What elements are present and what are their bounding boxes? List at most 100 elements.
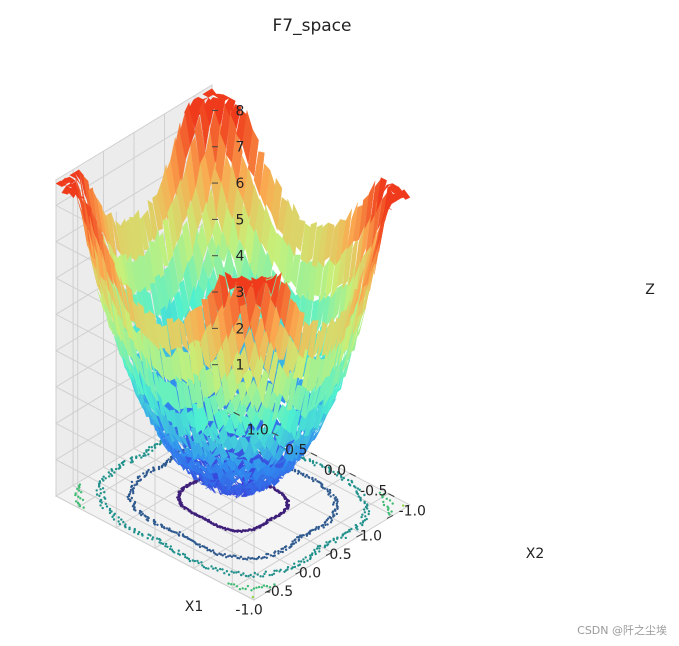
contour-point — [265, 556, 268, 559]
surface-cell — [197, 406, 209, 434]
surface-cell — [199, 99, 211, 151]
surface-cell — [205, 448, 217, 468]
surface-cell — [205, 484, 217, 494]
contour-point — [280, 511, 284, 515]
contour-point — [97, 485, 101, 488]
contour-point — [354, 523, 357, 527]
contour-point — [294, 541, 298, 544]
contour-point — [336, 500, 339, 503]
contour-point — [259, 575, 262, 578]
contour-point — [120, 461, 124, 465]
contour-point — [284, 545, 288, 548]
contour-point — [264, 570, 267, 573]
contour-point — [212, 567, 215, 570]
contour-point — [251, 595, 255, 599]
surface-cell — [341, 208, 352, 255]
surface-cell — [250, 302, 261, 342]
contour-point — [357, 495, 360, 498]
contour-point — [286, 568, 289, 571]
contour-point — [158, 541, 161, 544]
contour-point — [293, 565, 297, 569]
surface-cell — [224, 414, 236, 434]
contour-point — [382, 493, 386, 496]
contour-point — [335, 474, 339, 477]
contour-point — [103, 491, 106, 494]
x-tick-mark — [264, 589, 272, 594]
contour-point — [270, 516, 273, 520]
contour-point — [141, 534, 144, 537]
contour-point — [230, 583, 233, 586]
contour-point — [323, 487, 326, 490]
surface-cell — [342, 311, 354, 354]
surface-cell — [225, 465, 237, 484]
surface-cell — [175, 123, 186, 186]
contour-point — [326, 488, 329, 491]
surface-cell — [381, 206, 392, 226]
contour-point — [162, 542, 165, 546]
contour-point — [192, 482, 195, 485]
contour-point — [300, 472, 303, 475]
contour-point — [291, 540, 294, 543]
surface-cell — [253, 151, 265, 196]
contour-point — [129, 457, 132, 460]
surface-cell — [285, 404, 297, 434]
contour-point — [147, 516, 150, 520]
contour-point — [316, 480, 319, 483]
contour-point — [117, 516, 120, 519]
contour-point — [140, 510, 143, 514]
contour-point — [257, 555, 261, 559]
contour-point — [324, 520, 327, 524]
surface-cell — [232, 183, 244, 243]
contour-point — [216, 553, 219, 557]
x-tick-label: 1.0 — [360, 528, 382, 544]
contour-point — [98, 494, 101, 498]
surface-cell — [247, 129, 259, 177]
contour-point — [77, 489, 81, 492]
surface-cell — [134, 353, 146, 385]
contour-point — [335, 512, 338, 516]
surface-cell — [200, 328, 212, 370]
contour-point — [387, 511, 390, 515]
contour-point — [138, 512, 141, 515]
contour-point — [120, 518, 123, 521]
contour-point — [150, 446, 153, 449]
contour-point — [346, 530, 349, 534]
surface-cell — [148, 412, 160, 433]
contour-point — [153, 523, 157, 526]
contour-point — [138, 530, 141, 534]
contour-point — [173, 551, 176, 554]
contour-point — [201, 564, 204, 567]
contour-point — [359, 522, 362, 525]
surface-cell — [193, 372, 204, 412]
contour-point — [210, 565, 213, 568]
contour-point — [361, 513, 364, 516]
surface-cell — [234, 482, 246, 490]
contour-point — [350, 479, 353, 483]
contour-point — [266, 518, 270, 522]
surface-cell — [190, 470, 202, 484]
contour-point — [225, 570, 229, 573]
surface-cell — [202, 247, 214, 280]
contour-point — [99, 492, 103, 495]
surface-cell — [154, 419, 166, 439]
contour-point — [238, 557, 241, 560]
contour-point — [344, 536, 347, 540]
contour-point — [332, 537, 335, 540]
contour-point — [160, 542, 163, 545]
contour-point — [333, 508, 337, 511]
contour-point — [104, 477, 107, 480]
x-axis-label: X1 — [185, 599, 204, 615]
surface-cell — [321, 317, 333, 357]
contour-point — [328, 488, 332, 492]
contour-point — [184, 535, 187, 539]
contour-point — [317, 527, 320, 530]
surface-cell — [197, 222, 209, 260]
surface-cell — [99, 275, 111, 317]
contour-point — [227, 582, 230, 585]
contour-point — [324, 523, 327, 527]
contour-point — [257, 585, 261, 589]
contour-point — [302, 472, 305, 476]
contour-point — [196, 559, 199, 563]
contour-point — [359, 496, 362, 499]
